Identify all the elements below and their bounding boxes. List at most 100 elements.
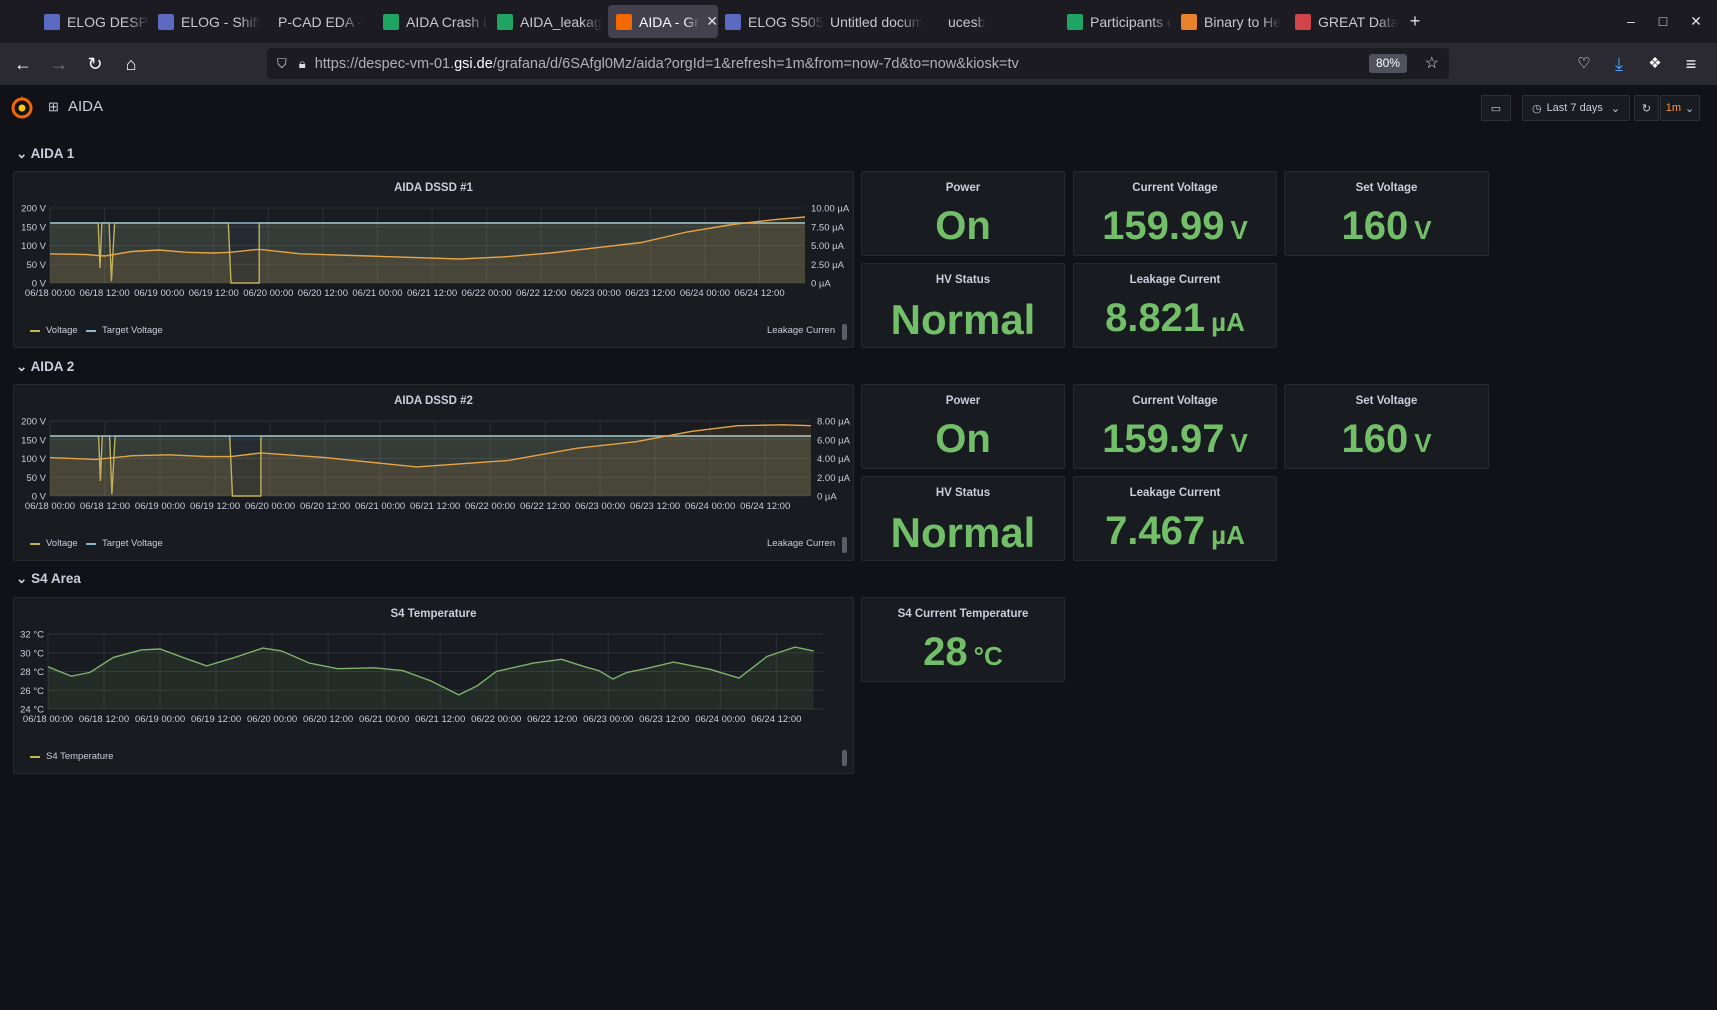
legend-item-s4-temperature[interactable]: S4 Temperature: [30, 751, 113, 762]
legend-label: Target Voltage: [102, 538, 163, 549]
browser-tab[interactable]: ELOG DESPE: [44, 5, 149, 38]
close-tab-icon[interactable]: ✕: [706, 13, 718, 29]
y-tick-label: 0 V: [32, 492, 47, 503]
x-tick-label: 06/21 12:00: [410, 501, 460, 512]
x-tick-label: 06/21 00:00: [352, 288, 402, 299]
chevron-down-icon: ⌄: [1610, 102, 1621, 115]
browser-tab[interactable]: Binary to He: [1181, 5, 1286, 38]
y-right-tick-label: 4.00 µA: [817, 454, 851, 465]
row-header-aida1[interactable]: ⌄ AIDA 1: [16, 146, 74, 162]
stat-panel-set-voltage-aida2[interactable]: Set Voltage 160 V: [1284, 384, 1489, 469]
dashboard-title[interactable]: AIDA: [68, 98, 104, 115]
stat-panel-set-voltage-aida1[interactable]: Set Voltage 160 V: [1284, 171, 1489, 256]
stat-number: 8.821: [1105, 296, 1206, 340]
refresh-interval-picker[interactable]: 1m ⌄: [1660, 95, 1700, 121]
browser-tab[interactable]: ucesb: [948, 5, 1028, 38]
legend-item-voltage[interactable]: Voltage: [30, 325, 78, 336]
stat-unit: V: [1230, 428, 1248, 458]
row-header-s4[interactable]: ⌄ S4 Area: [16, 571, 81, 587]
legend-scrollbar[interactable]: [842, 537, 847, 553]
x-tick-label: 06/21 00:00: [359, 714, 409, 725]
menu-icon[interactable]: ≡: [1685, 54, 1697, 74]
grafana-logo-icon[interactable]: [10, 94, 34, 120]
browser-tab[interactable]: P-CAD EDA -: [278, 5, 373, 38]
x-tick-label: 06/18 00:00: [25, 501, 75, 512]
shield-icon[interactable]: ⛉: [277, 55, 287, 71]
time-range-picker[interactable]: ◷ Last 7 days ⌄: [1522, 95, 1630, 121]
graph-panel-aida2[interactable]: AIDA DSSD #2 200 V 150 V 100 V 50 V 0 V 8.00 …: [13, 384, 854, 561]
legend-item-voltage[interactable]: Voltage: [30, 538, 78, 549]
legend-item-target-voltage[interactable]: Target Voltage: [86, 325, 163, 336]
row-header-aida2[interactable]: ⌄ AIDA 2: [16, 359, 74, 375]
stat-panel-s4-current-temperature[interactable]: S4 Current Temperature 28 °C: [861, 597, 1065, 682]
back-button[interactable]: ←: [14, 54, 32, 74]
maximize-icon[interactable]: □: [1658, 13, 1668, 29]
chart-s4-temperature[interactable]: 32 °C 30 °C 28 °C 26 °C 24 °C06/18 00:00 06/1…: [14, 598, 855, 748]
row-title: S4 Area: [31, 571, 81, 586]
legend-scrollbar[interactable]: [842, 324, 847, 340]
stat-panel-power-aida2[interactable]: Power On: [861, 384, 1065, 469]
home-button[interactable]: ⌂: [125, 54, 137, 74]
graph-panel-s4-temperature[interactable]: S4 Temperature 32 °C 30 °C 28 °C 26 °C 24 °C…: [13, 597, 854, 774]
browser-tab[interactable]: AIDA_leakag: [497, 5, 602, 38]
row-title: AIDA 1: [30, 146, 75, 161]
zoom-level-badge[interactable]: 80%: [1368, 54, 1407, 73]
y-right-tick-label: 10.00 µA: [811, 204, 850, 215]
stat-panel-power-aida1[interactable]: Power On: [861, 171, 1065, 256]
legend-label: Leakage Curren: [767, 325, 835, 336]
extensions-icon[interactable]: ❖: [1648, 55, 1662, 72]
apps-grid-icon[interactable]: ⊞: [48, 99, 59, 114]
x-tick-label: 06/20 00:00: [247, 714, 297, 725]
series-line-voltage: [50, 435, 811, 497]
url-text: https://despec-vm-01.gsi.de/grafana/d/6S…: [314, 55, 1019, 72]
refresh-button[interactable]: ↻: [1634, 95, 1659, 121]
legend-item-leakage-current[interactable]: Leakage Curren: [761, 538, 835, 549]
panel-title: Set Voltage: [1355, 395, 1418, 407]
browser-tab[interactable]: ELOG S505: [725, 5, 825, 38]
graph-panel-aida1[interactable]: AIDA DSSD #1 200 V 150 V 100 V 50 V 0 V 10.00…: [13, 171, 854, 348]
browser-tab[interactable]: Participants c: [1067, 5, 1172, 38]
stat-panel-hv-status-aida1[interactable]: HV Status Normal: [861, 263, 1065, 348]
legend-scrollbar[interactable]: [842, 750, 847, 766]
close-window-icon[interactable]: ✕: [1690, 13, 1702, 29]
elog-icon: [725, 13, 741, 30]
stat-panel-leakage-current-aida2[interactable]: Leakage Current 7.467 µA: [1073, 476, 1277, 561]
browser-tab[interactable]: AIDA Crash L: [383, 5, 488, 38]
bookmark-star-icon[interactable]: ☆: [1424, 55, 1439, 72]
refresh-interval-label: 1m: [1665, 102, 1682, 114]
stat-unit: V: [1414, 215, 1432, 245]
pocket-icon[interactable]: ♡: [1577, 55, 1591, 72]
address-bar[interactable]: ⛉ 🔒︎ https://despec-vm-01.gsi.de/grafana…: [267, 48, 1449, 79]
lock-icon[interactable]: 🔒︎: [298, 55, 306, 71]
panel-title: S4 Current Temperature: [897, 608, 1029, 620]
browser-tab[interactable]: GREAT Data: [1295, 5, 1400, 38]
panel-title: S4 Temperature: [390, 608, 477, 620]
chart-aida-dssd-2[interactable]: 200 V 150 V 100 V 50 V 0 V 8.00 µA 6.00 µA 4.00…: [14, 385, 855, 535]
browser-tab[interactable]: Untitled docum: [830, 5, 934, 38]
legend-item-target-voltage[interactable]: Target Voltage: [86, 538, 163, 549]
panel-title: Current Voltage: [1132, 182, 1218, 194]
minimize-icon[interactable]: –: [1627, 13, 1635, 29]
forward-button[interactable]: →: [50, 54, 68, 74]
leakage-current-value: 7.467 µA: [1074, 509, 1276, 554]
y-right-tick-label: 2.50 µA: [811, 260, 845, 271]
grafana-icon: [616, 13, 632, 30]
x-tick-label: 06/22 00:00: [465, 501, 515, 512]
leakage-current-value: 8.821 µA: [1074, 296, 1276, 341]
x-tick-label: 06/21 12:00: [407, 288, 457, 299]
stat-panel-hv-status-aida2[interactable]: HV Status Normal: [861, 476, 1065, 561]
chevron-down-icon: ⌄: [16, 571, 32, 586]
stat-panel-current-voltage-aida2[interactable]: Current Voltage 159.97 V: [1073, 384, 1277, 469]
tv-mode-icon[interactable]: ▭: [1481, 95, 1511, 121]
panel-title: Set Voltage: [1355, 182, 1418, 194]
browser-tab[interactable]: ELOG - Shift: [158, 5, 263, 38]
stat-panel-current-voltage-aida1[interactable]: Current Voltage 159.99 V: [1073, 171, 1277, 256]
legend-label: Voltage: [46, 325, 78, 336]
chart-aida-dssd-1[interactable]: 200 V 150 V 100 V 50 V 0 V 10.00 µA 7.50 µA 5.0…: [14, 172, 855, 322]
download-icon[interactable]: ⤓: [1615, 54, 1623, 74]
new-tab-button[interactable]: +: [1409, 11, 1421, 31]
reload-button[interactable]: ↻: [87, 54, 103, 74]
browser-tab[interactable]: AIDA - Gra ✕: [608, 5, 718, 38]
stat-panel-leakage-current-aida1[interactable]: Leakage Current 8.821 µA: [1073, 263, 1277, 348]
legend-item-leakage-current[interactable]: Leakage Curren: [761, 325, 835, 336]
